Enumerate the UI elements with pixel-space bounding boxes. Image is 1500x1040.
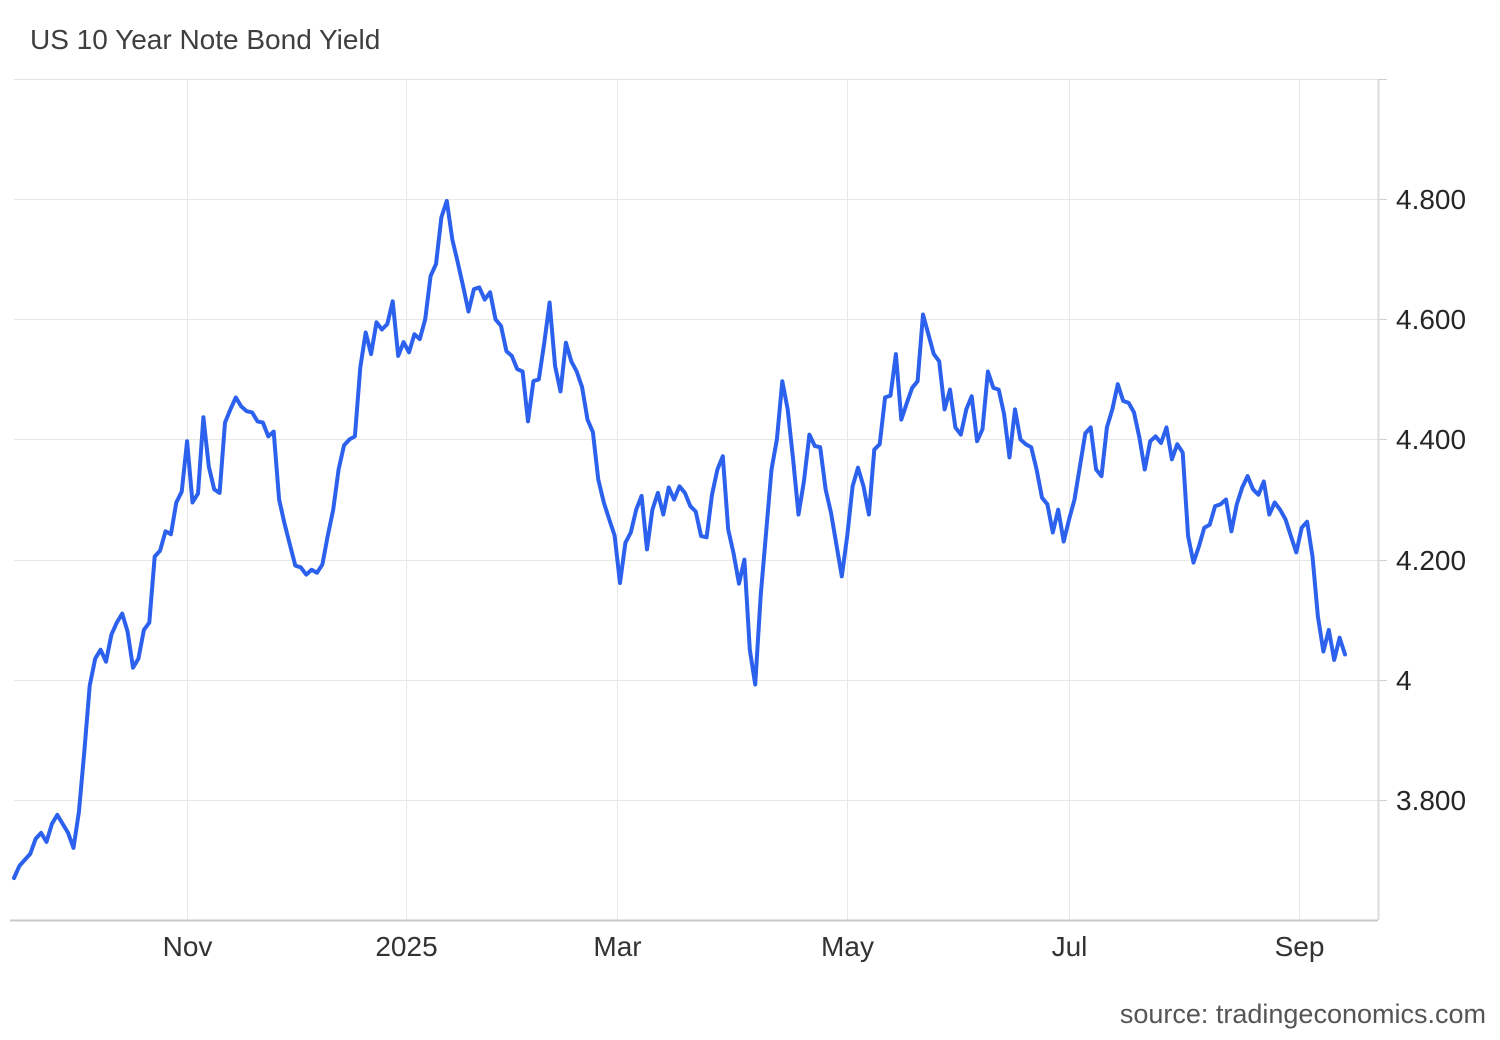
y-axis-label: 4.600	[1396, 303, 1467, 335]
y-axis-label: 4.200	[1396, 544, 1467, 576]
source-credit: source: tradingeconomics.com	[1119, 999, 1486, 1029]
x-axis-label: 2025	[375, 931, 438, 962]
x-axis-label: Jul	[1051, 931, 1088, 962]
x-axis-label: Sep	[1274, 931, 1325, 962]
x-axis-label: Mar	[593, 931, 642, 962]
x-axis-label: Nov	[162, 931, 213, 962]
y-axis-label: 4.400	[1396, 423, 1467, 455]
x-axis-label: May	[821, 931, 874, 962]
yield-line[interactable]	[12, 198, 1347, 880]
y-axis-label: 4.800	[1396, 183, 1467, 215]
y-axis-label: 3.800	[1396, 784, 1467, 816]
chart-title: US 10 Year Note Bond Yield	[30, 24, 381, 55]
y-axis-label: 4	[1396, 664, 1412, 696]
